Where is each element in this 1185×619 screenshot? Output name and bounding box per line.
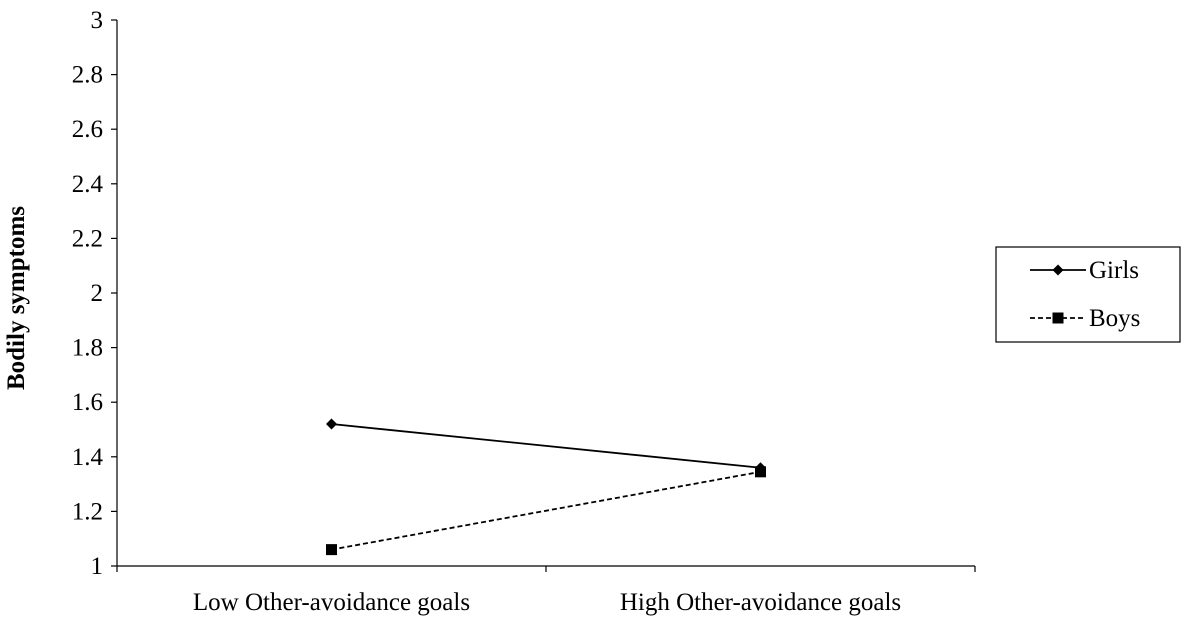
y-tick-label: 1.4 (72, 444, 104, 471)
x-category-label: Low Other-avoidance goals (193, 589, 470, 616)
legend: Girls Boys (995, 246, 1181, 343)
data-point-boys (755, 466, 766, 478)
legend-marker-girls (1052, 264, 1064, 276)
series-layer (326, 418, 766, 556)
x-category-label: High Other-avoidance goals (620, 589, 901, 616)
series-boys (326, 466, 766, 556)
y-tick-label: 1.2 (72, 498, 103, 525)
y-ticks: 1 1.2 1.4 1.6 1.8 2 2.2 2.4 2.6 2.8 3 (72, 7, 117, 580)
y-tick-label: 2 (91, 280, 104, 307)
series-line-boys (331, 470, 761, 551)
y-tick-label: 2.8 (72, 62, 103, 89)
y-tick-label: 2.2 (72, 225, 103, 252)
y-tick-label: 2.6 (72, 116, 103, 143)
y-axis-title: Bodily symptoms (3, 206, 30, 390)
legend-label-girls: Girls (1089, 257, 1139, 284)
y-tick-label: 2.4 (72, 171, 104, 198)
legend-item-boys: Boys (1030, 305, 1140, 332)
x-ticks: Low Other-avoidance goals High Other-avoi… (116, 566, 976, 616)
legend-box (995, 246, 1181, 343)
series-girls (326, 418, 766, 474)
legend-item-girls: Girls (1030, 257, 1139, 284)
y-tick-label: 1.6 (72, 389, 103, 416)
y-tick-label: 3 (91, 7, 104, 34)
legend-label-boys: Boys (1089, 305, 1140, 332)
axes (116, 20, 975, 567)
legend-marker-boys (1052, 312, 1064, 324)
data-point-boys (326, 544, 337, 556)
data-point-girls (326, 418, 337, 430)
y-tick-label: 1.8 (72, 335, 103, 362)
y-tick-label: 1 (91, 553, 104, 580)
series-line-girls (331, 423, 761, 469)
